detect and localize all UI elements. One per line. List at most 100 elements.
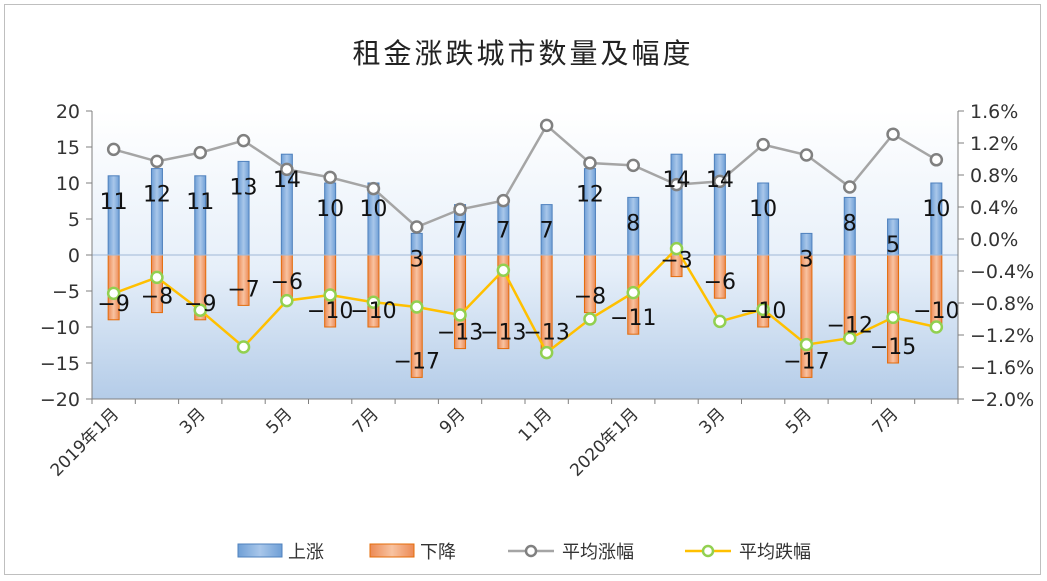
avg-rise-point-19 xyxy=(886,127,900,141)
avg-rise-point-14 xyxy=(669,177,684,192)
avg-fall-point-19 xyxy=(886,310,900,325)
right-tick-label-1: 1.6% xyxy=(970,101,1018,123)
avg-rise-point-5 xyxy=(280,162,294,177)
legend: 上涨 下降 平均涨幅 平均跌幅 xyxy=(237,542,811,563)
avg-fall-point-15 xyxy=(713,314,727,329)
x-tick-label-9: 9月 xyxy=(436,404,470,438)
data-label-rise-4: 13 xyxy=(230,175,258,200)
avg-fall-point-2 xyxy=(150,270,164,285)
left-axis: 20 15 10 5 0 −5 −10 −15 −20 xyxy=(40,101,93,411)
chart-svg: 租金涨跌城市数量及幅度 11 −9 12 −8 11 −9 13 −7 14 −6 10 −10 10 −… xyxy=(40,37,1034,563)
data-label-rise-13: 8 xyxy=(626,211,640,236)
data-label-fall-12: −8 xyxy=(574,285,606,310)
x-tick-label-19: 7月 xyxy=(869,404,903,438)
x-tick-label-3: 3月 xyxy=(176,404,210,438)
avg-fall-point-11 xyxy=(539,345,554,360)
avg-rise-point-7 xyxy=(366,181,381,196)
x-axis: 2019年1月 3月 5月 7月 9月 11月 2020年1月 3月 5月 7月 xyxy=(47,398,959,481)
data-label-fall-1: −9 xyxy=(97,292,129,317)
data-label-rise-18: 8 xyxy=(843,211,857,236)
data-label-fall-16: −10 xyxy=(740,299,786,324)
x-tick-label-7: 7月 xyxy=(349,404,383,438)
right-axis: 1.6% 1.2% 0.8% 0.4% 0.0% −0.4% −0.8% −1.2% −1.6%… xyxy=(957,101,1034,411)
legend-label-2: 下降 xyxy=(420,542,456,563)
avg-fall-point-9 xyxy=(453,308,467,322)
data-label-rise-7: 10 xyxy=(359,197,387,222)
data-label-rise-2: 12 xyxy=(143,183,171,208)
avg-fall-point-20 xyxy=(929,320,944,334)
avg-fall-point-6 xyxy=(323,288,337,302)
data-label-fall-6: −10 xyxy=(307,299,353,324)
data-label-fall-7: −10 xyxy=(350,299,396,324)
data-label-rise-9: 7 xyxy=(453,219,467,244)
data-label-fall-17: −17 xyxy=(783,349,829,374)
data-label-rise-12: 12 xyxy=(576,183,604,208)
legend-swatch-1 xyxy=(237,543,283,558)
avg-fall-point-1 xyxy=(106,286,121,301)
data-label-rise-1: 11 xyxy=(100,190,128,215)
data-label-fall-11: −13 xyxy=(523,321,569,346)
avg-fall-point-3 xyxy=(193,303,207,317)
avg-fall-point-4 xyxy=(236,340,251,354)
data-label-fall-9: −13 xyxy=(437,321,483,346)
avg-rise-point-6 xyxy=(323,170,337,185)
line-layer xyxy=(106,118,944,360)
avg-rise-point-13 xyxy=(626,158,640,173)
avg-fall-point-13 xyxy=(626,285,640,300)
bar-rise-12 xyxy=(583,168,596,256)
data-label-fall-18: −12 xyxy=(827,313,873,338)
avg-fall-point-16 xyxy=(756,302,770,317)
data-label-rise-3: 11 xyxy=(186,190,214,215)
left-tick-label-4: 5 xyxy=(68,209,80,231)
right-tick-label-7: −0.8% xyxy=(970,293,1034,315)
legend-label-1: 上涨 xyxy=(288,542,324,563)
data-label-rise-5: 14 xyxy=(273,168,301,193)
right-tick-label-2: 1.2% xyxy=(970,133,1018,155)
avg-fall-point-5 xyxy=(280,293,294,308)
data-label-fall-10: −13 xyxy=(480,321,526,346)
avg-rise-point-9 xyxy=(453,202,467,217)
avg-fall-point-8 xyxy=(410,300,424,314)
data-label-rise-16: 10 xyxy=(749,197,777,222)
bar-rise-2 xyxy=(150,168,163,256)
right-tick-label-8: −1.2% xyxy=(970,325,1034,347)
legend-swatch-marker-4 xyxy=(701,544,715,558)
avg-rise-point-1 xyxy=(106,142,121,157)
left-tick-label-3: 10 xyxy=(56,173,80,195)
data-label-rise-15: 14 xyxy=(706,168,734,193)
left-tick-label-2: 15 xyxy=(56,137,80,159)
avg-rise-point-4 xyxy=(236,133,251,148)
avg-rise-point-16 xyxy=(756,137,770,152)
avg-rise-point-11 xyxy=(539,118,554,133)
left-tick-label-1: 20 xyxy=(56,101,80,123)
data-label-rise-14: 14 xyxy=(663,168,691,193)
x-tick-label-11: 11月 xyxy=(515,404,556,445)
data-label-rise-10: 7 xyxy=(496,219,510,244)
avg-rise-point-8 xyxy=(410,220,424,234)
avg-rise-point-3 xyxy=(193,145,207,160)
x-tick-label-15: 3月 xyxy=(696,404,730,438)
avg-fall-point-10 xyxy=(496,263,511,277)
x-tick-label-13: 2020年1月 xyxy=(566,404,642,480)
avg-rise-point-15 xyxy=(713,174,727,189)
data-label-fall-2: −8 xyxy=(141,285,173,310)
data-label-layer: 11 −9 12 −8 11 −9 13 −7 14 −6 10 −10 10 −10 3 −17 7 −13 7 −… xyxy=(97,168,959,374)
data-label-fall-20: −10 xyxy=(913,299,959,324)
legend-swatch-marker-3 xyxy=(524,544,538,558)
legend-swatch-2 xyxy=(369,543,415,558)
avg-rise-point-18 xyxy=(843,180,857,194)
x-tick-label-5: 5月 xyxy=(263,404,297,438)
left-tick-label-6: −5 xyxy=(52,281,80,303)
legend-label-3: 平均涨幅 xyxy=(562,542,634,563)
left-tick-label-5: 0 xyxy=(68,245,80,267)
avg-rise-line xyxy=(113,123,937,229)
data-label-rise-8: 3 xyxy=(410,247,424,272)
left-tick-label-8: −15 xyxy=(40,353,80,375)
chart-frame: 租金涨跌城市数量及幅度 11 −9 12 −8 11 −9 13 −7 14 −6 10 −10 10 −… xyxy=(4,4,1041,575)
avg-rise-point-17 xyxy=(799,148,814,162)
x-tick-label-1: 2019年1月 xyxy=(47,404,123,480)
left-tick-label-7: −10 xyxy=(40,317,80,339)
data-label-rise-20: 10 xyxy=(922,197,950,222)
bar-rise-1 xyxy=(107,175,120,256)
left-tick-label-9: −20 xyxy=(40,389,80,411)
